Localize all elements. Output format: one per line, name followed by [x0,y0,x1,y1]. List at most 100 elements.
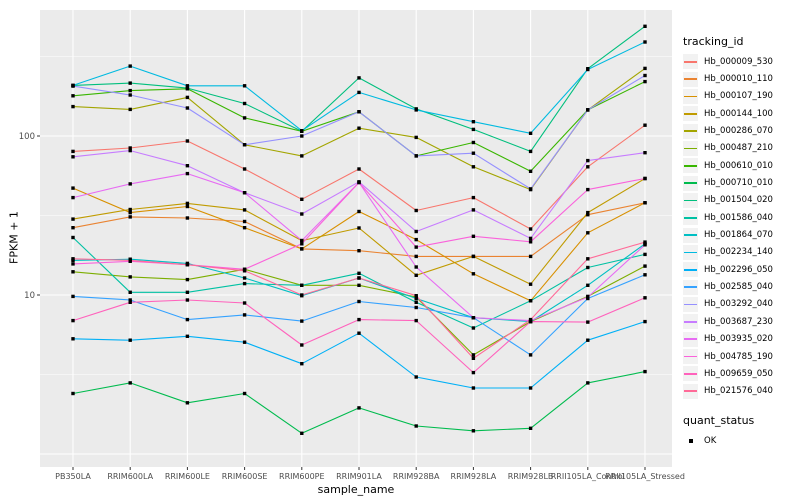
data-point [185,201,190,206]
data-point [586,213,590,217]
data-point [128,381,132,385]
data-point [128,148,132,153]
data-point [586,187,590,192]
data-point [471,151,476,155]
data-point [300,319,304,323]
data-point [242,313,247,317]
data-point [586,320,590,324]
data-point [586,283,590,287]
data-point [185,106,190,110]
data-point [242,281,247,286]
legend-item: Hb_000144_100 [683,105,800,122]
data-point [71,149,75,154]
data-point [471,429,476,433]
data-point [586,210,590,215]
data-point [471,386,476,390]
data-point [471,120,476,124]
legend-item-label: Hb_004785_190 [704,351,773,362]
data-point [643,201,647,205]
data-point [528,240,533,244]
data-point [185,317,190,322]
data-point [528,317,533,322]
data-point [586,381,590,385]
data-point [71,318,75,323]
data-point [71,257,75,261]
legend-key-line-icon [683,262,698,278]
data-point [71,84,75,88]
data-point [185,401,190,405]
legend-item: Hb_000107_190 [683,88,800,105]
data-point [414,265,418,269]
data-point [643,319,647,324]
data-point [185,171,190,176]
data-point [643,40,647,44]
data-point [185,334,190,338]
data-point [128,210,132,215]
data-point [643,79,647,84]
data-point [71,195,75,200]
legend-series-list: Hb_000009_530 Hb_000010_110 Hb_000107_190 H… [683,53,800,400]
data-point [414,108,418,112]
legend-item: Hb_009659_050 [683,365,800,382]
legend-key-line-icon [683,106,698,122]
data-point [128,338,132,342]
data-point [128,81,132,85]
legend-item-label: Hb_003292_040 [704,299,773,310]
data-point [414,154,418,158]
data-point [471,254,476,259]
legend-item: Hb_000286_070 [683,122,800,139]
legend-key-line-icon [683,210,698,226]
legend-key-line-icon [683,383,698,399]
legend-item: Hb_021576_040 [683,383,800,400]
data-point [128,182,132,186]
data-point [643,252,647,257]
data-point [414,245,418,249]
legend-item-label: Hb_000010_110 [704,74,773,85]
data-point [357,226,361,230]
data-point [643,123,647,127]
y-axis-title: FPKM + 1 [7,211,21,264]
data-point [414,237,418,242]
data-point [357,283,361,287]
data-point [643,66,647,71]
data-point [300,242,304,246]
x-tick-label: RRIM600LA [107,472,153,481]
x-axis-title: sample_name [317,483,395,496]
data-point [185,95,190,100]
legend-key-line-icon [683,123,698,139]
data-point [414,305,418,310]
data-point [185,164,190,168]
data-point [586,231,590,235]
data-point [586,265,590,270]
data-point [185,298,190,302]
legend-key-line-icon [683,88,698,104]
x-tick-label: RRIM600PE [279,472,325,481]
data-point [528,254,533,259]
data-point [357,249,361,253]
data-point [185,216,190,220]
x-tick-label: RRII105LA_Control [551,472,625,481]
data-point [71,155,75,159]
legend-item-label: Hb_000286_070 [704,126,773,137]
data-point [643,264,647,268]
data-point [414,424,418,428]
data-point [471,127,476,132]
legend-item-label: Hb_003687_230 [704,316,773,327]
data-point [242,101,247,106]
data-point [71,104,75,109]
legend-item: Hb_001586_040 [683,209,800,226]
data-point [300,293,304,297]
data-point [71,217,75,221]
legend-key-line-icon [683,296,698,312]
data-point [586,165,590,169]
data-point [357,317,361,322]
data-point [128,146,132,150]
data-point [357,299,361,304]
data-point [528,149,533,154]
legend-key-line-icon [683,227,698,243]
data-point [643,296,647,300]
legend-key-line-icon [683,349,698,365]
legend-item-label: Hb_002585_040 [704,282,773,293]
data-point [242,84,247,88]
